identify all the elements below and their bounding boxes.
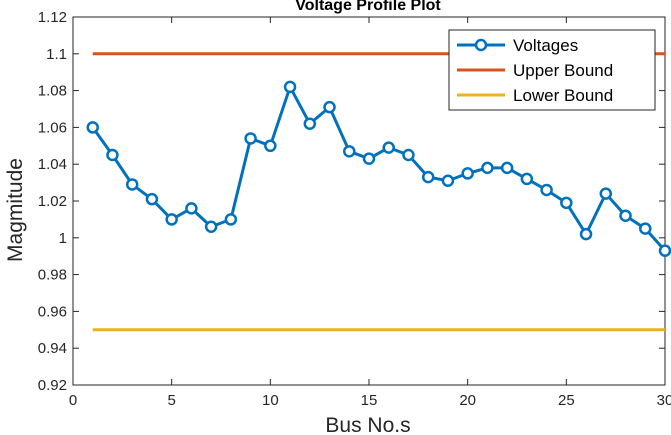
plot-area: 0 5 10 15 20 25 30 0.92 0.94 0.96 0.98 1 1.02 1.04 1.0… [38, 9, 671, 409]
data-point [125, 178, 139, 191]
data-point [224, 213, 238, 226]
legend-marker [474, 38, 488, 52]
data-point [639, 222, 652, 235]
data-point [165, 213, 178, 226]
data-point [402, 148, 415, 162]
data-point [185, 202, 198, 215]
data-point [481, 161, 494, 175]
x-tick-label: 30 [657, 392, 671, 409]
y-tick-label: 1.02 [38, 193, 67, 210]
y-axis-label: Magmitude [4, 158, 27, 262]
y-tick-label: 1 [59, 230, 67, 247]
x-tick-label: 20 [459, 392, 476, 409]
x-tick-label: 5 [167, 392, 175, 409]
data-point [382, 141, 395, 154]
y-tick-label: 1.04 [38, 156, 67, 173]
data-point [343, 145, 356, 158]
y-tick-label: 1.1 [46, 46, 67, 63]
y-tick-label: 0.98 [38, 267, 67, 284]
y-tick-label: 0.96 [38, 303, 67, 320]
data-point [599, 187, 613, 200]
data-point [461, 167, 474, 180]
data-point [145, 192, 159, 206]
legend-label: Voltages [513, 36, 578, 55]
data-point [500, 161, 514, 175]
data-point [658, 244, 671, 257]
y-tick-label: 1.12 [38, 9, 67, 26]
series-voltages [86, 80, 671, 257]
data-point [560, 196, 573, 210]
legend: Voltages Upper Bound Lower Bound [448, 29, 656, 111]
legend-label: Upper Bound [513, 61, 613, 80]
x-tick-label: 0 [69, 392, 77, 409]
chart-title: Voltage Profile Plot [295, 0, 441, 14]
x-tick-label: 25 [558, 392, 575, 409]
data-point [283, 80, 297, 94]
data-point [303, 117, 317, 130]
data-point [619, 209, 632, 222]
data-point [204, 220, 218, 234]
data-point [264, 139, 277, 153]
x-axis-label: Bus No.s [325, 414, 410, 435]
legend-label: Lower Bound [513, 86, 613, 105]
data-point [86, 121, 99, 134]
y-tick-label: 0.92 [38, 377, 67, 394]
y-tick-label: 0.94 [38, 340, 67, 357]
data-point [441, 174, 455, 188]
x-tick-label: 15 [361, 392, 378, 409]
data-point [421, 170, 435, 184]
y-tick-label: 1.06 [38, 119, 67, 136]
data-point [106, 148, 119, 162]
x-tick-label: 10 [262, 392, 279, 409]
data-point [579, 227, 593, 241]
data-point [520, 172, 534, 186]
y-tick-label: 1.08 [38, 83, 67, 100]
data-point [244, 132, 257, 145]
data-point [323, 100, 336, 114]
data-point [362, 152, 376, 165]
data-point [540, 183, 553, 197]
